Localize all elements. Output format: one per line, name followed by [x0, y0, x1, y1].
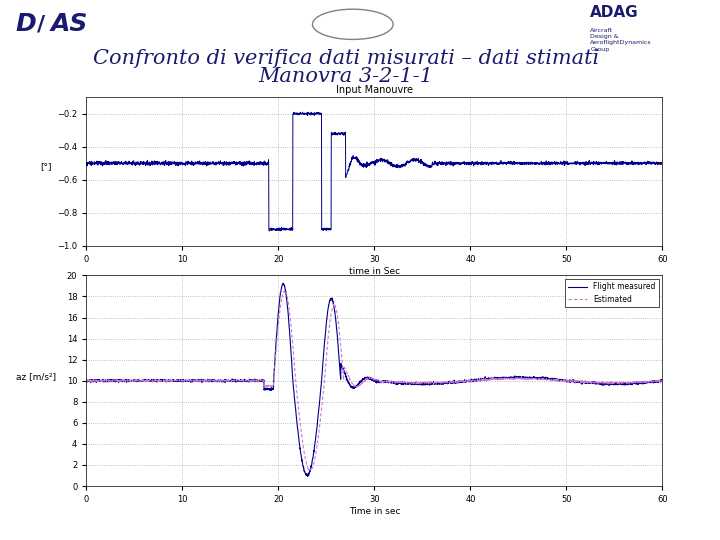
Text: AS: AS [50, 12, 88, 36]
Flight measured [148, 377, 156, 384]
Flight measured [658, 377, 667, 383]
Text: ADAG: ADAG [590, 5, 639, 21]
Estimated [280, 288, 289, 294]
X-axis label: time in Sec: time in Sec [348, 267, 400, 275]
Estimated [182, 378, 191, 384]
X-axis label: Time in sec: Time in sec [348, 507, 400, 516]
Estimated [585, 379, 594, 385]
Estimated [303, 463, 312, 470]
Y-axis label: [°]: [°] [40, 163, 52, 172]
Estimated [306, 467, 315, 474]
Line: Flight measured: Flight measured [86, 284, 662, 476]
Text: Aircraft
Design &
AeroflightDynamics
Group: Aircraft Design & AeroflightDynamics Gro… [590, 28, 652, 52]
Text: Manovra 3-2-1-1: Manovra 3-2-1-1 [258, 68, 433, 86]
Flight measured [303, 471, 312, 478]
Line: Estimated: Estimated [86, 291, 662, 470]
Estimated [148, 379, 156, 385]
Flight measured [182, 377, 191, 384]
Text: Confronto di verifica dati misurati – dati stimati: Confronto di verifica dati misurati – da… [93, 49, 598, 68]
Legend: Flight measured, Estimated: Flight measured, Estimated [565, 279, 659, 307]
Flight measured [585, 380, 594, 387]
Text: /: / [37, 14, 45, 35]
Estimated [328, 304, 337, 310]
Flight measured [82, 377, 91, 383]
Estimated [658, 377, 667, 383]
Y-axis label: az [m/s²]: az [m/s²] [16, 372, 56, 381]
Flight measured [303, 473, 312, 480]
Estimated [647, 377, 656, 384]
Text: D: D [16, 12, 37, 36]
Estimated [82, 378, 91, 384]
Flight measured [647, 379, 656, 385]
Flight measured [328, 297, 337, 303]
Title: Input Manouvre: Input Manouvre [336, 85, 413, 95]
Flight measured [279, 280, 287, 287]
